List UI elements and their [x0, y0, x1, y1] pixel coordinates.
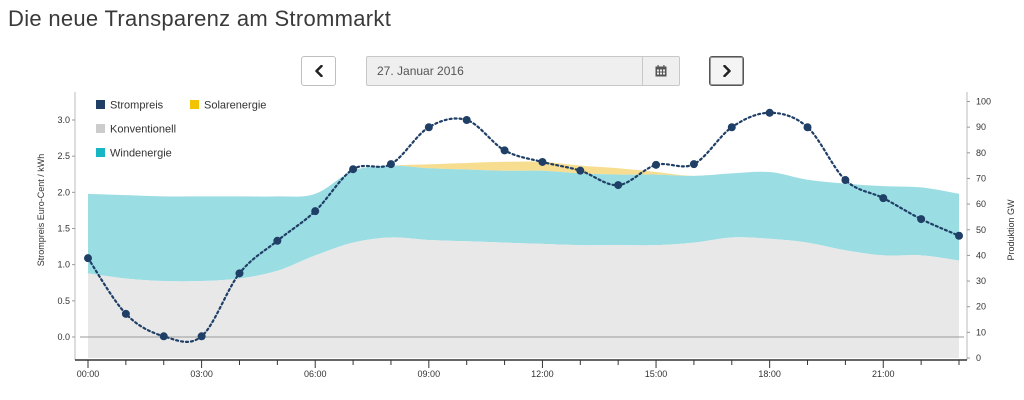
right-tick-label: 40 [976, 250, 986, 260]
price-line-path [86, 111, 961, 343]
price-point [841, 176, 850, 185]
right-tick-label: 50 [976, 225, 986, 235]
legend-label: Solarenergie [204, 100, 266, 112]
price-point [121, 309, 130, 318]
page-title: Die neue Transparenz am Strommarkt [8, 6, 392, 31]
x-tick-label: 15:00 [645, 369, 668, 379]
left-tick-label: 2.5 [57, 151, 70, 161]
conventional-area [88, 237, 959, 358]
right-tick-label: 70 [976, 173, 986, 183]
right-tick-label: 100 [976, 97, 991, 107]
right-tick-label: 0 [976, 353, 981, 363]
date-value: 27. Januar 2016 [377, 64, 464, 78]
price-point [235, 269, 244, 278]
price-point [462, 116, 471, 125]
price-point [652, 160, 661, 169]
x-tick-label: 03:00 [190, 369, 213, 379]
price-point [917, 215, 926, 224]
left-tick-label: 2.0 [57, 187, 70, 197]
right-tick-label: 10 [976, 327, 986, 337]
next-day-button[interactable] [709, 56, 744, 86]
right-tick-label: 80 [976, 148, 986, 158]
left-tick-label: 0.0 [57, 332, 70, 342]
right-tick-label: 30 [976, 276, 986, 286]
price-point [803, 123, 812, 132]
price-point [84, 254, 92, 263]
left-tick-label: 1.0 [57, 260, 70, 270]
left-tick-label: 3.0 [57, 115, 70, 125]
x-tick-label: 12:00 [531, 369, 554, 379]
price-point [879, 194, 888, 203]
price-point [349, 165, 358, 174]
legend-swatch [190, 100, 199, 109]
price-point [197, 332, 206, 341]
right-tick-label: 90 [976, 122, 986, 132]
price-point [955, 231, 963, 240]
price-point [576, 166, 585, 175]
legend-label: Konventionell [110, 124, 176, 136]
date-field[interactable]: 27. Januar 2016 [366, 56, 680, 86]
price-point [311, 207, 320, 216]
price-point [273, 236, 282, 245]
wind-area [88, 165, 959, 282]
legend-swatch [96, 148, 105, 157]
right-axis-title: Produktion GW [1006, 199, 1016, 261]
right-tick-label: 20 [976, 302, 986, 312]
x-tick-label: 00:00 [77, 369, 100, 379]
legend-swatch [96, 124, 105, 133]
x-tick-label: 18:00 [758, 369, 781, 379]
legend-label: Windenergie [110, 148, 172, 160]
price-point [614, 181, 623, 190]
chevron-left-icon [314, 65, 323, 77]
x-tick-label: 21:00 [872, 369, 895, 379]
price-point [538, 157, 547, 166]
price-point [500, 146, 509, 155]
left-tick-label: 1.5 [57, 224, 70, 234]
price-point [727, 123, 736, 132]
legend-swatch [96, 100, 105, 109]
legend-label: Strompreis [110, 100, 164, 112]
price-point [765, 108, 774, 117]
price-point [689, 160, 698, 169]
x-tick-label: 06:00 [304, 369, 327, 379]
price-point [386, 160, 395, 169]
solar-area [88, 161, 959, 197]
calendar-icon [655, 65, 667, 77]
left-tick-label: 0.5 [57, 296, 70, 306]
right-tick-label: 60 [976, 199, 986, 209]
price-point [424, 123, 433, 132]
previous-day-button[interactable] [301, 56, 336, 86]
chevron-right-icon [722, 65, 731, 77]
x-tick-label: 09:00 [418, 369, 441, 379]
price-point [159, 332, 168, 341]
left-axis-title: Strompreis Euro-Cent / kWh [36, 154, 46, 267]
calendar-button[interactable] [642, 57, 679, 85]
